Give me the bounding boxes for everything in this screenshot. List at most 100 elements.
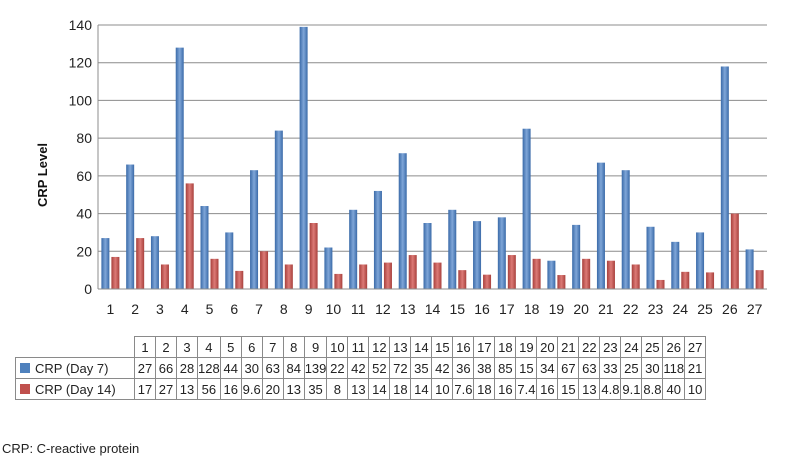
bar-day7 [398, 153, 407, 289]
table-row-day14: CRP (Day 14) 17 27 13 56 16 9.6 20 13 35 8 13 14 18 1… [15, 378, 707, 400]
bar-day14 [433, 262, 442, 289]
legend-day7: CRP (Day 7) [15, 357, 135, 379]
bar-day14 [235, 270, 244, 289]
legend-label-day7: CRP (Day 7) [35, 360, 109, 376]
x-tick-label: 15 [449, 301, 465, 317]
table-cell: 15 [515, 357, 538, 379]
table-cell: 66 [155, 357, 177, 379]
y-tick-label: 80 [76, 130, 92, 146]
table-cell: 63 [578, 357, 601, 379]
table-header-cell: 12 [368, 336, 391, 358]
x-tick-label: 11 [351, 301, 366, 317]
table-cell: 85 [494, 357, 517, 379]
x-tick-label: 12 [375, 301, 391, 317]
bar-day14 [111, 256, 120, 289]
bar-day7 [522, 128, 531, 289]
x-tick-label: 21 [598, 301, 614, 317]
data-table: 1 2 3 4 5 6 7 8 9 10 11 12 13 14 15 16 17 18 19 20 21 22 23 24 2… [15, 336, 707, 400]
table-cell: 36 [452, 357, 475, 379]
y-tick-label: 120 [69, 55, 93, 71]
x-tick-label: 3 [156, 301, 164, 317]
table-cell: 27 [155, 378, 177, 400]
table-cell: 52 [368, 357, 391, 379]
table-cell: 15 [557, 378, 580, 400]
table-cell: 13 [578, 378, 601, 400]
bar-day7 [274, 130, 283, 289]
table-header-row: 1 2 3 4 5 6 7 8 9 10 11 12 13 14 15 16 17 18 19 20 21 22 23 24 2… [16, 336, 707, 358]
x-tick-label: 6 [230, 301, 238, 317]
bar-day14 [334, 273, 343, 289]
table-cell: 67 [557, 357, 580, 379]
bar-day7 [473, 221, 482, 289]
table-cell: 44 [219, 357, 242, 379]
bar-day14 [557, 275, 566, 289]
bar-day14 [681, 271, 690, 289]
legend-day14: CRP (Day 14) [15, 378, 135, 400]
table-header-cell: 8 [282, 336, 305, 358]
bar-day7 [150, 236, 159, 289]
bar-day14 [458, 270, 467, 289]
table-cell: 7.4 [515, 378, 538, 400]
table-cell: 9.1 [620, 378, 643, 400]
bars [101, 26, 764, 290]
bar-day14 [383, 262, 392, 289]
table-cell: 16 [494, 378, 517, 400]
x-tick-label: 24 [672, 301, 688, 317]
table-cell: 38 [473, 357, 496, 379]
bar-day7 [250, 170, 259, 289]
bar-day7 [720, 66, 729, 289]
bar-day7 [175, 47, 184, 289]
bar-day14 [606, 260, 615, 289]
table-header-cell: 27 [684, 336, 707, 358]
table-row-day7: CRP (Day 7) 27 66 28 128 44 30 63 84 139 22 42 52 72… [15, 357, 707, 379]
bar-day14 [755, 270, 764, 289]
y-tick-label: 20 [76, 243, 92, 259]
table-cell: 56 [197, 378, 221, 400]
y-axis-label: CRP Level [35, 143, 50, 207]
bar-day7 [200, 206, 209, 289]
x-tick-label: 1 [106, 301, 114, 317]
x-tick-label: 9 [305, 301, 313, 317]
bar-day14 [507, 255, 516, 289]
bar-day14 [656, 279, 665, 289]
bar-day14 [160, 264, 169, 289]
table-cell: 42 [347, 357, 370, 379]
table-cell: 9.6 [240, 378, 263, 400]
x-tick-label: 8 [280, 301, 288, 317]
table-header-cell: 15 [431, 336, 454, 358]
bar-day7 [423, 223, 432, 289]
y-tick-label: 140 [69, 17, 93, 33]
bar-day7 [696, 232, 705, 289]
table-header-cell: 5 [219, 336, 242, 358]
table-cell: 7.6 [452, 378, 475, 400]
bar-day14 [408, 255, 417, 289]
table-cell: 40 [662, 378, 686, 400]
table-cell: 18 [473, 378, 496, 400]
x-tick-label: 16 [474, 301, 490, 317]
table-cell: 8.8 [641, 378, 664, 400]
x-tick-label: 4 [181, 301, 189, 317]
bar-day14 [532, 258, 541, 289]
table-cell: 25 [620, 357, 643, 379]
x-tick-label: 26 [722, 301, 738, 317]
x-tick-label: 10 [326, 301, 342, 317]
bar-day7 [126, 164, 135, 289]
bar-day14 [359, 264, 368, 289]
table-corner [16, 337, 135, 358]
bar-day14 [210, 258, 219, 289]
x-tick-label: 20 [573, 301, 589, 317]
table-cell: 30 [240, 357, 263, 379]
table-header-cell: 16 [452, 336, 475, 358]
table-header-cell: 11 [347, 336, 370, 358]
table-header-cell: 18 [494, 336, 517, 358]
table-cell: 10 [431, 378, 454, 400]
table-header-cell: 21 [557, 336, 580, 358]
x-tick-label: 14 [425, 301, 441, 317]
x-tick-label: 22 [623, 301, 639, 317]
y-tick-label: 40 [76, 206, 92, 222]
bar-day7 [646, 226, 655, 289]
bar-day14 [185, 183, 194, 289]
x-tick-label: 25 [697, 301, 713, 317]
table-cell: 21 [684, 357, 707, 379]
